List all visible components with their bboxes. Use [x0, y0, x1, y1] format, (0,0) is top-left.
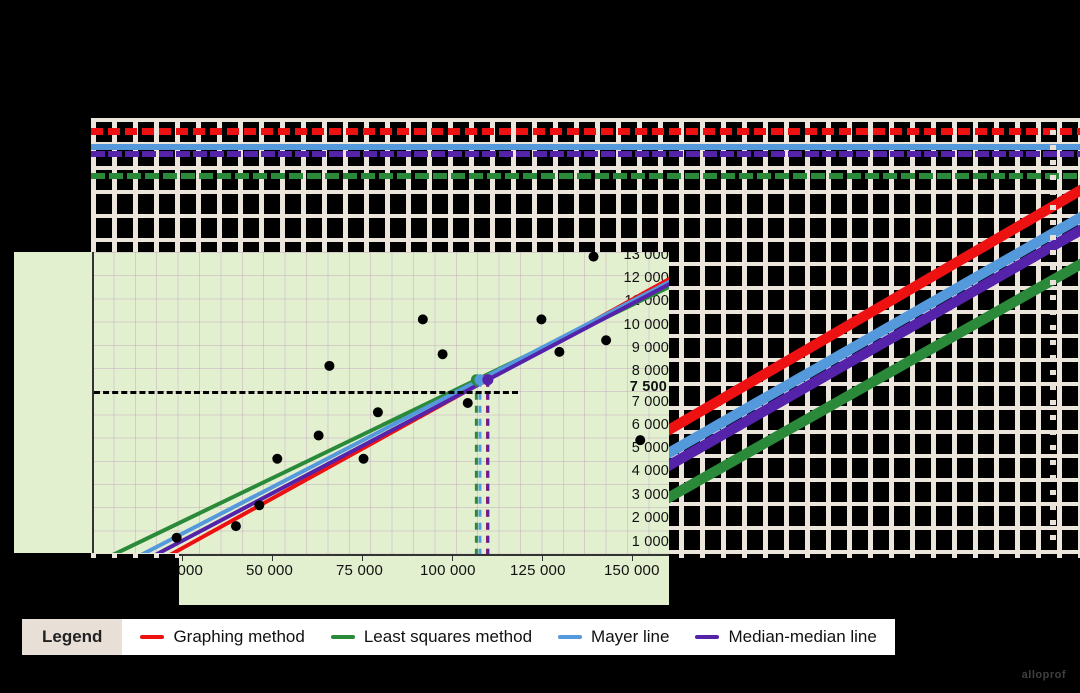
legend-item-graphing-method[interactable]: Graphing method [140, 627, 305, 647]
legend-label-mayer-line: Mayer line [591, 627, 670, 646]
reference-line-7500 [94, 391, 518, 394]
y-tick-label-12000: 12 000 [623, 270, 669, 286]
drop-line-group [474, 379, 490, 554]
y-tick-label-7000: 7 000 [631, 394, 669, 410]
legend-item-median-median-line[interactable]: Median-median line [695, 627, 877, 647]
scatter-point [171, 532, 182, 543]
y-tick-label-6000: 6 000 [631, 417, 669, 433]
inset-y-axis-line [92, 252, 94, 554]
scatter-point [272, 453, 283, 464]
y-tick-label-10000: 10 000 [623, 317, 669, 333]
x-tick-label-100000: 100 000 [420, 562, 476, 579]
y-tick-label-2000: 2 000 [631, 510, 669, 526]
legend-items: Graphing method Least squares method May… [122, 619, 895, 655]
scatter-point [372, 407, 383, 418]
y-tick-label-13000: 13 000 [623, 247, 669, 263]
legend-label-median-median-line: Median-median line [728, 627, 877, 646]
scatter-point [358, 453, 369, 464]
legend-swatch-median-median-line [695, 635, 720, 639]
x-tick-100000 [452, 554, 453, 561]
x-tick-label-150000: 150 000 [604, 562, 660, 579]
legend-swatch-least-squares-method [330, 635, 355, 639]
y-tick-label-3000: 3 000 [631, 487, 669, 503]
intersection-dot-group [470, 374, 494, 386]
scatter-point [554, 346, 565, 357]
legend: Legend Graphing method Least squares met… [22, 619, 895, 655]
regression-line-group [85, 261, 669, 603]
scatter-point [230, 521, 241, 532]
x-tick-50000 [272, 554, 273, 561]
scatter-point [601, 335, 612, 346]
legend-label-graphing-method: Graphing method [173, 627, 305, 646]
outer-right-tick-rail [1050, 130, 1056, 550]
x-tick-label-125000: 125 000 [510, 562, 566, 579]
inset-grid [92, 252, 669, 554]
outer-hline-mayer-line [91, 144, 1080, 150]
inset-series-layer [85, 252, 669, 603]
y-tick-label-9000: 9 000 [631, 340, 669, 356]
x-tick-label-75000: 75 000 [336, 562, 384, 579]
intersection-dot-median-median-line [482, 374, 494, 386]
y-tick-label-7500: 7 500 [629, 379, 667, 395]
scatter-point [417, 314, 428, 325]
scatter-point [536, 314, 547, 325]
outer-hline-graphing-method [91, 128, 1080, 135]
x-tick-label-50000: 50 000 [246, 562, 294, 579]
intersection-dot-mayer-line [474, 374, 486, 386]
watermark: alloprof [1021, 669, 1066, 681]
legend-title: Legend [22, 619, 123, 655]
legend-label-least-squares-method: Least squares method [363, 627, 533, 646]
inset-x-axis-line [92, 554, 669, 556]
scatter-point [462, 398, 473, 408]
x-tick-150000 [632, 554, 633, 561]
legend-item-least-squares-method[interactable]: Least squares method [330, 627, 533, 647]
y-tick-label-8000: 8 000 [631, 363, 669, 379]
inset-plot-area [92, 252, 669, 554]
y-tick-label-1000: 1 000 [631, 534, 669, 550]
scatter-point [324, 360, 335, 371]
outer-hline-median-median-line [91, 151, 1080, 157]
inset-zoom-panel: 13 000 12 000 11 000 10 000 9 000 8 000 … [14, 252, 669, 605]
x-tick-25000 [182, 554, 183, 561]
scatter-point [313, 430, 324, 441]
regression-line-mayer-line [85, 265, 669, 585]
y-tick-label-4000: 4 000 [631, 463, 669, 479]
regression-line-median-median-line [85, 267, 669, 593]
scatter-point [588, 252, 599, 262]
scatter-point [437, 349, 448, 360]
legend-swatch-mayer-line [558, 635, 583, 639]
legend-swatch-graphing-method [140, 635, 165, 639]
scatter-point [635, 435, 646, 446]
outer-hline-least-squares-method [91, 173, 1080, 179]
scatter-point [254, 500, 265, 511]
x-tick-75000 [362, 554, 363, 561]
scatter-point-group [171, 252, 646, 543]
x-tick-125000 [542, 554, 543, 561]
legend-item-mayer-line[interactable]: Mayer line [558, 627, 669, 647]
